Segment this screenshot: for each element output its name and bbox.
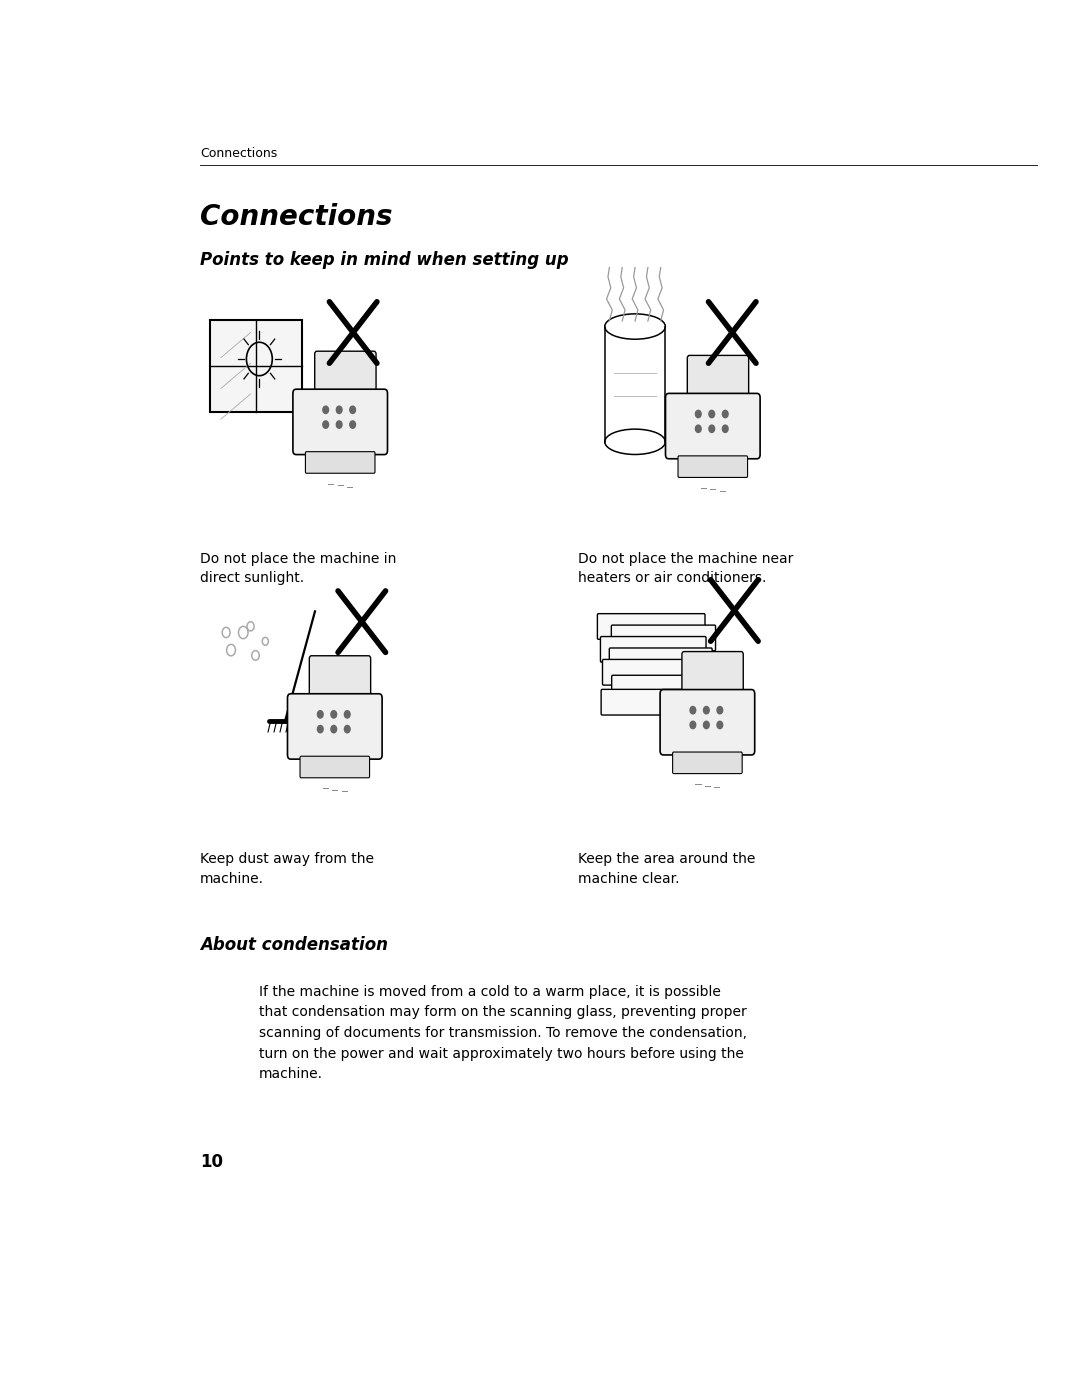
FancyBboxPatch shape xyxy=(660,690,755,754)
Circle shape xyxy=(717,707,723,714)
Circle shape xyxy=(717,721,723,729)
FancyBboxPatch shape xyxy=(210,320,302,412)
Circle shape xyxy=(696,425,701,433)
FancyBboxPatch shape xyxy=(609,648,712,673)
Circle shape xyxy=(350,420,355,429)
Circle shape xyxy=(703,721,710,729)
Circle shape xyxy=(345,711,350,718)
FancyBboxPatch shape xyxy=(293,390,388,454)
Circle shape xyxy=(330,711,337,718)
Text: Keep dust away from the
machine.: Keep dust away from the machine. xyxy=(200,852,374,886)
Circle shape xyxy=(336,407,342,414)
FancyBboxPatch shape xyxy=(300,756,369,778)
Circle shape xyxy=(318,725,323,733)
Text: Points to keep in mind when setting up: Points to keep in mind when setting up xyxy=(200,251,568,270)
FancyBboxPatch shape xyxy=(309,655,370,705)
FancyBboxPatch shape xyxy=(600,637,706,662)
Text: If the machine is moved from a cold to a warm place, it is possible
that condens: If the machine is moved from a cold to a… xyxy=(259,985,747,1081)
Circle shape xyxy=(703,707,710,714)
FancyBboxPatch shape xyxy=(678,455,747,478)
FancyBboxPatch shape xyxy=(306,451,375,474)
FancyBboxPatch shape xyxy=(603,659,706,685)
Circle shape xyxy=(690,707,696,714)
FancyBboxPatch shape xyxy=(665,394,760,458)
Circle shape xyxy=(318,711,323,718)
Circle shape xyxy=(723,411,728,418)
FancyBboxPatch shape xyxy=(597,613,705,640)
FancyBboxPatch shape xyxy=(681,651,743,701)
Circle shape xyxy=(690,721,696,729)
Circle shape xyxy=(696,411,701,418)
Circle shape xyxy=(350,407,355,414)
Text: Do not place the machine near
heaters or air conditioners.: Do not place the machine near heaters or… xyxy=(578,552,793,585)
Text: Do not place the machine in
direct sunlight.: Do not place the machine in direct sunli… xyxy=(200,552,396,585)
FancyBboxPatch shape xyxy=(287,694,382,759)
FancyBboxPatch shape xyxy=(611,624,716,651)
FancyBboxPatch shape xyxy=(611,675,713,701)
Circle shape xyxy=(708,411,715,418)
Text: Keep the area around the
machine clear.: Keep the area around the machine clear. xyxy=(578,852,755,886)
Circle shape xyxy=(336,420,342,429)
FancyBboxPatch shape xyxy=(673,752,742,774)
FancyBboxPatch shape xyxy=(687,355,748,405)
Text: About condensation: About condensation xyxy=(200,936,388,954)
FancyBboxPatch shape xyxy=(602,689,699,715)
FancyBboxPatch shape xyxy=(314,351,376,401)
Circle shape xyxy=(723,425,728,433)
Text: Connections: Connections xyxy=(200,203,392,231)
Circle shape xyxy=(345,725,350,733)
Circle shape xyxy=(708,425,715,433)
Circle shape xyxy=(330,725,337,733)
Text: Connections: Connections xyxy=(200,147,278,159)
Circle shape xyxy=(323,407,328,414)
Text: 10: 10 xyxy=(200,1153,222,1171)
Circle shape xyxy=(323,420,328,429)
